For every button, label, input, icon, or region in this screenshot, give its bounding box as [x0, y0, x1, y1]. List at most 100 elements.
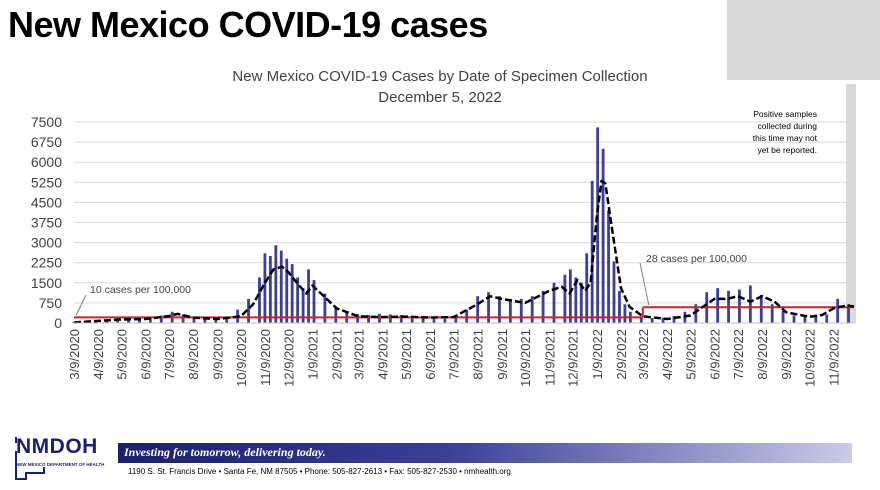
logo-subtext: NEW MEXICO DEPARTMENT OF HEALTH [16, 462, 105, 467]
case-bar [307, 269, 310, 323]
case-bar [601, 148, 605, 323]
x-axis-ticks: 3/9/2020 4/9/2020 5/9/2020 6/9/2020 7/9/2020… [67, 329, 842, 387]
y-tick-label: 6000 [31, 154, 62, 170]
x-tick-label: 8/9/2021 [471, 329, 486, 380]
x-tick-label: 2/9/2022 [614, 329, 629, 380]
x-tick-label: 11/9/2020 [258, 329, 273, 386]
x-tick-label: 9/9/2020 [210, 329, 225, 380]
case-bar [781, 310, 785, 323]
case-bar [530, 296, 534, 323]
case-bar [770, 304, 774, 323]
x-tick-label: 5/9/2020 [115, 329, 130, 380]
case-bar [590, 180, 594, 323]
annotation-leader [75, 294, 87, 316]
x-tick-label: 3/9/2021 [351, 329, 366, 380]
case-bar [574, 277, 578, 323]
case-bar [508, 298, 512, 323]
unreported-period-shade [846, 84, 856, 323]
case-bar [596, 127, 600, 323]
x-tick-label: 7/9/2020 [162, 329, 177, 380]
x-tick-label: 7/9/2022 [731, 329, 746, 380]
case-bar [487, 292, 490, 323]
x-tick-label: 8/9/2022 [755, 329, 770, 380]
case-bar [334, 306, 338, 323]
threshold-label-10: 10 cases per 100,000 [90, 284, 191, 296]
case-bar [694, 304, 698, 323]
case-bar [138, 319, 141, 323]
page-title: New Mexico COVID-19 cases [8, 4, 488, 45]
case-bar [563, 274, 567, 323]
footer-band [118, 443, 852, 463]
chart-title: New Mexico COVID-19 Cases by Date of Spe… [232, 68, 648, 85]
unreported-note-line: this time may not [753, 133, 818, 143]
case-bar [612, 261, 616, 323]
case-bar [847, 304, 850, 323]
x-tick-label: 1/9/2021 [305, 329, 320, 380]
case-bar [454, 316, 458, 323]
y-tick-label: 2250 [31, 255, 62, 271]
case-bar [825, 314, 829, 323]
case-bar [301, 288, 305, 323]
y-tick-label: 750 [39, 295, 63, 311]
y-tick-label: 6750 [31, 134, 62, 150]
annotation-leader [639, 262, 650, 306]
x-tick-label: 3/9/2022 [636, 329, 651, 380]
case-bar [203, 318, 207, 323]
case-bar [263, 253, 267, 323]
x-tick-label: 11/9/2022 [827, 329, 842, 386]
y-tick-label: 5250 [31, 174, 62, 190]
case-bars [72, 127, 850, 323]
unreported-note-line: yet be reported. [757, 145, 817, 155]
covid-cases-chart: 0 750 1500 2250 3000 3750 4500 5250 6000 6750 7500… [31, 84, 856, 387]
case-bar [476, 296, 480, 323]
case-bar [268, 256, 272, 323]
case-bar [541, 290, 545, 323]
unreported-note-line: Positive samples [753, 109, 817, 119]
case-bar [356, 314, 360, 323]
y-tick-label: 3750 [31, 215, 62, 231]
case-bar [399, 314, 403, 323]
corner-placeholder [727, 0, 880, 80]
annotations: 10 cases per 100,000 28 cases per 100,000… [75, 109, 818, 316]
case-bar [498, 296, 501, 323]
y-axis-ticks: 0 750 1500 2250 3000 3750 4500 5250 6000 6750 7500 [31, 114, 62, 331]
case-bar [639, 316, 643, 323]
threshold-label-28: 28 cases per 100,000 [646, 253, 747, 265]
x-tick-label: 10/9/2021 [518, 329, 533, 387]
case-bar [247, 298, 250, 323]
x-tick-label: 11/9/2021 [542, 329, 557, 386]
x-tick-label: 1/9/2022 [590, 329, 605, 380]
nmdoh-logo [14, 433, 114, 481]
x-tick-label: 4/9/2021 [376, 329, 391, 380]
x-tick-label: 6/9/2020 [139, 329, 154, 380]
case-bar [378, 313, 381, 323]
x-tick-label: 4/9/2020 [91, 329, 106, 380]
y-tick-label: 7500 [31, 114, 62, 130]
case-bar [568, 269, 572, 323]
case-bar [181, 314, 185, 323]
x-tick-label: 6/9/2021 [423, 329, 438, 380]
case-bar [388, 314, 392, 323]
case-bar [716, 288, 720, 323]
case-bar [323, 293, 327, 323]
case-bar [410, 316, 414, 323]
y-tick-label: 3000 [31, 235, 62, 251]
case-bar [661, 317, 665, 323]
case-bar [421, 317, 425, 323]
case-bar [159, 315, 163, 323]
case-bar [623, 304, 627, 323]
gridlines [74, 121, 854, 324]
case-bar [296, 277, 300, 323]
x-tick-label: 5/9/2021 [399, 329, 414, 380]
case-bar [552, 282, 556, 323]
case-bar [312, 280, 316, 323]
case-bar [748, 285, 752, 323]
x-tick-label: 6/9/2022 [708, 329, 723, 380]
x-tick-label: 5/9/2022 [683, 329, 698, 380]
case-bar [214, 318, 218, 323]
address: 1190 S. St. Francis Drive • Santa Fe, NM… [128, 467, 511, 476]
case-bar [836, 298, 840, 323]
case-bar [225, 316, 229, 323]
case-bar [279, 250, 283, 323]
chart-subtitle: December 5, 2022 [378, 89, 502, 106]
